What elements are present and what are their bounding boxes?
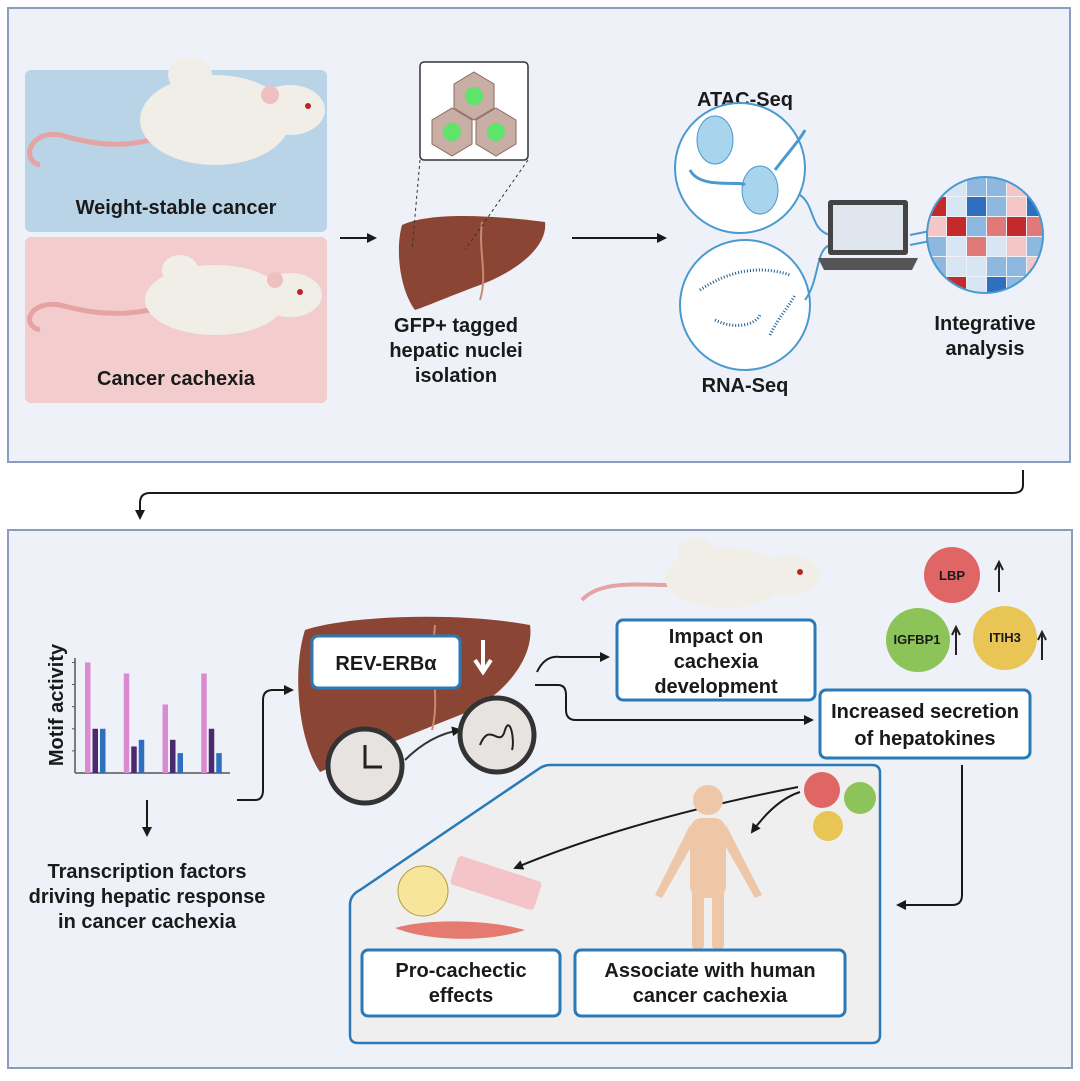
- rev-erb-box: [310, 634, 462, 690]
- laptop-icon: [818, 200, 918, 270]
- heatmap-cell: [987, 217, 1006, 236]
- arrow-to-effects-panel: [896, 765, 963, 910]
- inset-zoom-lines: [411, 159, 529, 251]
- impact-label-3: development: [654, 676, 778, 698]
- impact-label-1: Impact on: [669, 626, 763, 648]
- heatmap-cell: [1007, 237, 1026, 256]
- up-arrow-icons: [951, 559, 1047, 660]
- arrow-to-liver-2: [237, 685, 294, 801]
- weight-stable-label: Weight-stable cancer: [76, 197, 277, 219]
- disrupted-clock-icon: [457, 695, 537, 775]
- lbp-blob-icon: [924, 547, 980, 603]
- panel-connector-arrow: [135, 470, 1024, 520]
- nucleosome-icon: [688, 115, 807, 215]
- arrow-to-secretion: [535, 684, 814, 725]
- impact-label-2: cachexia: [674, 651, 759, 673]
- itih3-label: ITIH3: [989, 630, 1021, 645]
- heatmap-cell: [1027, 237, 1043, 256]
- tf-label-2: driving hepatic response: [29, 886, 266, 908]
- chart-bar: [162, 704, 168, 773]
- human-body-icon: [655, 785, 762, 950]
- chart-bar: [131, 746, 137, 773]
- chart-bar: [85, 662, 91, 773]
- heatmap-cell: [967, 197, 986, 216]
- integrative-label-1: Integrative: [934, 313, 1035, 335]
- clock-arrow: [404, 726, 462, 761]
- mouse-cachexia-icon: [27, 255, 322, 335]
- heatmap-cell: [967, 277, 986, 293]
- heatmap-cell: [947, 237, 966, 256]
- heatmap-cell: [1007, 197, 1026, 216]
- chart-ylabel: Motif activity: [46, 643, 68, 766]
- chart-bar: [216, 753, 222, 773]
- heatmap-cell: [927, 237, 946, 256]
- heatmap-cell: [967, 237, 986, 256]
- heatmap-cell: [987, 257, 1006, 276]
- arrow-to-cells: [513, 786, 799, 870]
- isolation-label-3: isolation: [415, 365, 497, 387]
- down-arrow-icon: [473, 640, 493, 676]
- impact-box: [615, 618, 817, 702]
- heatmap-cell: [927, 217, 946, 236]
- chart-bar: [123, 673, 130, 773]
- clock-icon: [325, 726, 405, 806]
- heatmap-cell: [1007, 217, 1026, 236]
- chart-bar: [138, 739, 145, 773]
- isolation-label-2: hepatic nuclei: [389, 340, 522, 362]
- tf-label-3: in cancer cachexia: [58, 911, 237, 933]
- chart-bar: [170, 739, 176, 773]
- heatmap-cell: [967, 217, 986, 236]
- rna-seq-label: RNA-Seq: [702, 375, 789, 397]
- chart-bar: [201, 673, 207, 773]
- heatmap-cell: [947, 197, 966, 216]
- igfbp1-label: IGFBP1: [894, 632, 941, 647]
- cachexia-label: Cancer cachexia: [97, 368, 256, 390]
- hepatokine-cluster-icon: [804, 772, 876, 841]
- associate-label-2: cancer cachexia: [633, 985, 788, 1007]
- heatmap-cell: [987, 197, 1006, 216]
- tf-label-1: Transcription factors: [48, 861, 247, 883]
- liver-icon: [398, 216, 546, 310]
- chart-bar: [92, 728, 98, 773]
- rev-erb-label: REV-ERBα: [335, 653, 437, 675]
- mouse-weight-stable-icon: [27, 57, 325, 168]
- pro-cachectic-label-1: Pro-cachectic: [395, 960, 526, 982]
- heatmap-cell: [947, 217, 966, 236]
- arrow-to-impact: [536, 652, 610, 673]
- associate-box: [573, 948, 847, 1018]
- heatmap-cell: [987, 237, 1006, 256]
- heatmap-cell: [987, 277, 1006, 293]
- lbp-label: LBP: [939, 568, 965, 583]
- mouse-icon-bottom: [580, 538, 820, 608]
- secretion-label-2: of hepatokines: [854, 728, 995, 750]
- heatmap-cell: [1007, 257, 1026, 276]
- pro-cachectic-label-2: effects: [429, 985, 493, 1007]
- hepatocyte-nuclei-icon: [431, 71, 517, 157]
- secretion-box: [818, 688, 1032, 760]
- secretion-label-1: Increased secretion: [831, 701, 1019, 723]
- pro-cachectic-box: [360, 948, 562, 1018]
- heatmap-cell: [987, 177, 1006, 196]
- heatmap-cell: [967, 177, 986, 196]
- isolation-label-1: GFP+ tagged: [394, 315, 518, 337]
- motif-activity-chart: [72, 658, 230, 774]
- connector-lines: [799, 194, 936, 301]
- heatmap-cell: [1027, 217, 1043, 236]
- igfbp1-blob-icon: [886, 608, 950, 672]
- itih3-blob-icon: [973, 606, 1037, 670]
- chart-bar: [208, 728, 215, 773]
- tissue-cells-icon: [395, 856, 542, 939]
- chromatin-icon: [674, 102, 806, 234]
- heatmap-cell: [967, 257, 986, 276]
- rna-strand-icon: [699, 268, 797, 336]
- integrative-label-2: analysis: [946, 338, 1025, 360]
- heatmap-cell: [947, 257, 966, 276]
- arrow-to-human: [750, 791, 801, 834]
- chart-bar: [177, 753, 183, 773]
- associate-label-1: Associate with human: [604, 960, 815, 982]
- chart-bar: [100, 728, 106, 773]
